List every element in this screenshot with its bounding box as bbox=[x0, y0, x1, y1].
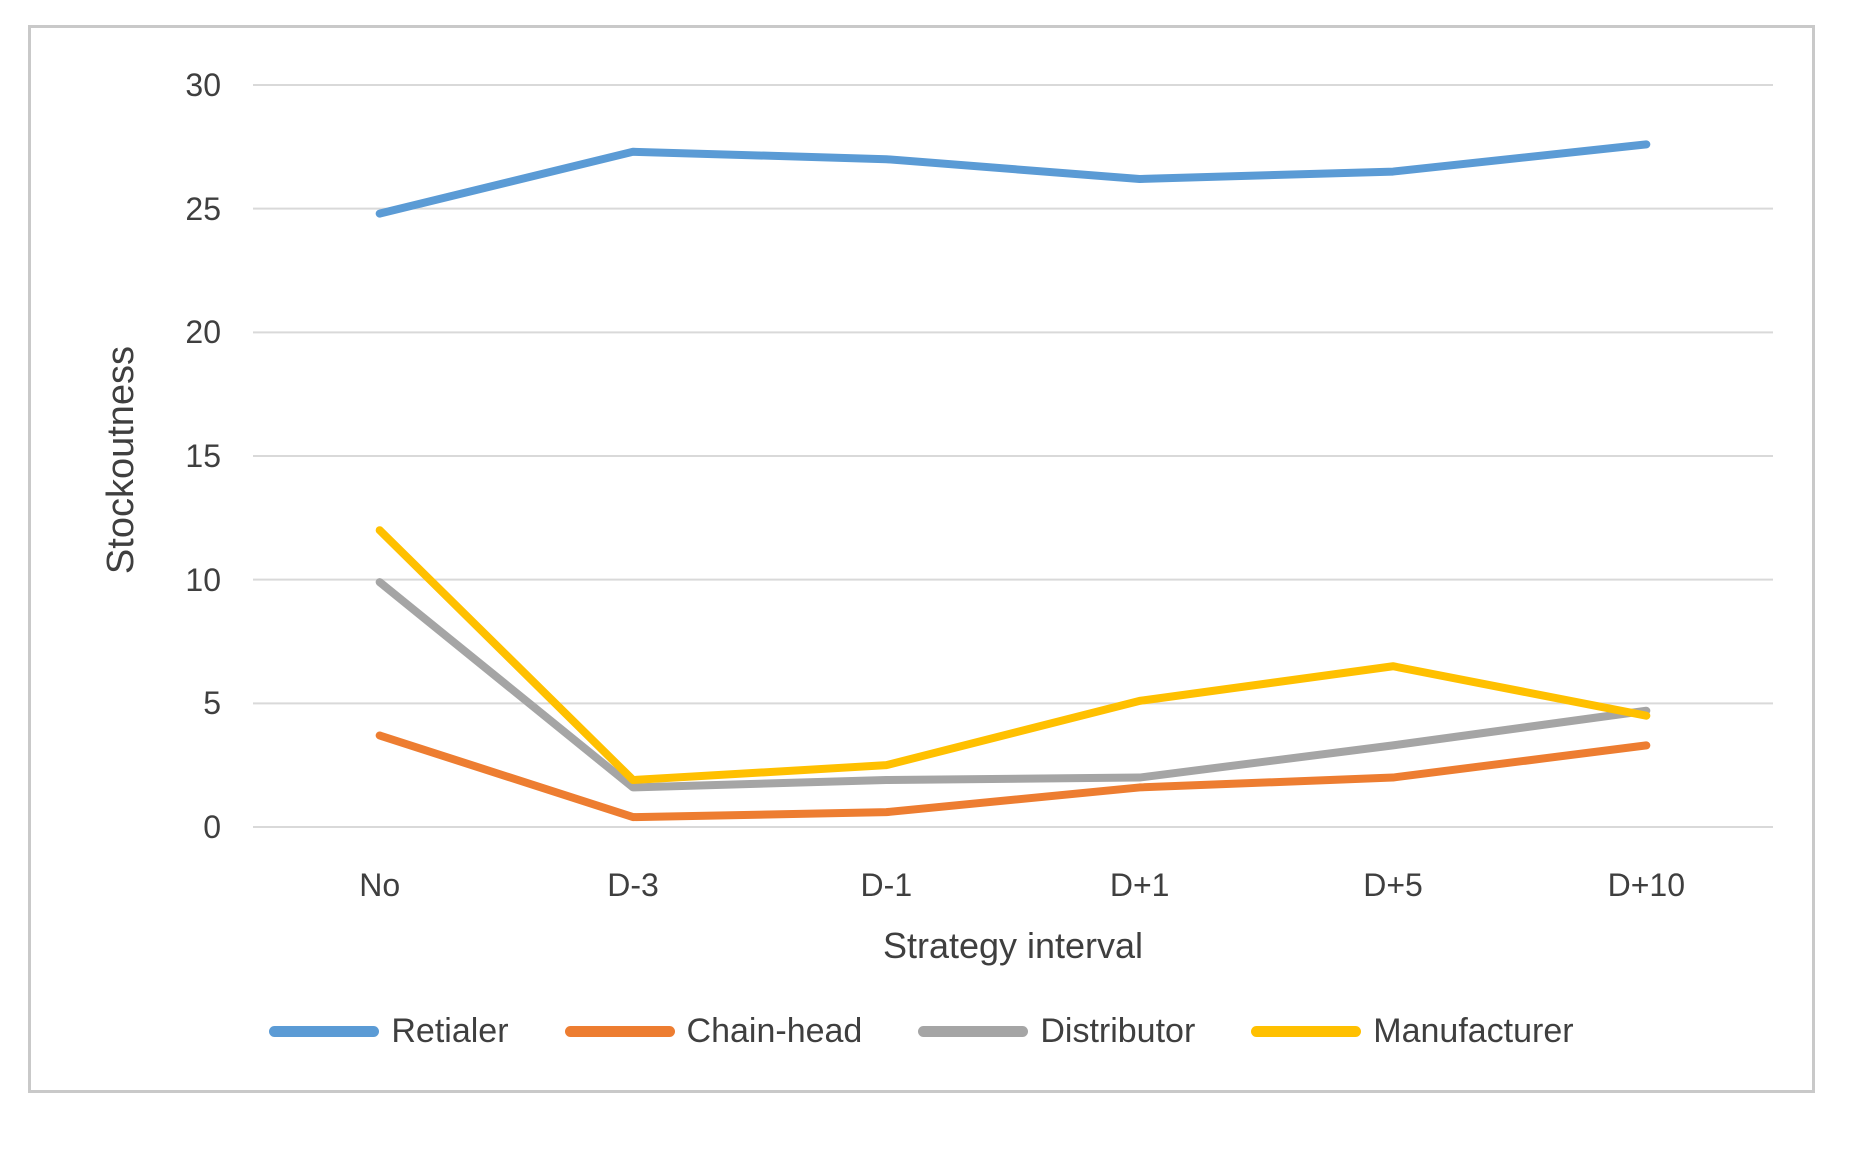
legend-label: Distributor bbox=[1040, 1011, 1196, 1050]
x-category-label: D+5 bbox=[1363, 867, 1423, 903]
x-category-label: D-1 bbox=[860, 867, 913, 903]
series-line-chain-head bbox=[375, 731, 1651, 822]
y-tick-label: 5 bbox=[203, 685, 221, 722]
legend-item-retialer: Retialer bbox=[269, 1011, 509, 1051]
legend-label: Retialer bbox=[391, 1011, 509, 1050]
series-line-retialer bbox=[375, 140, 1651, 218]
y-tick-label: 15 bbox=[185, 438, 221, 474]
y-tick-label: 30 bbox=[185, 67, 221, 103]
y-tick-label: 0 bbox=[203, 809, 221, 845]
legend-item-distributor: Distributor bbox=[918, 1012, 1195, 1051]
series-line-manufacturer bbox=[375, 526, 1651, 785]
x-axis-title: Strategy interval bbox=[882, 925, 1144, 966]
legend-item-chain-head: Chain-head bbox=[564, 1011, 863, 1051]
legend-swatch bbox=[1251, 1025, 1362, 1037]
y-tick-label: 20 bbox=[185, 314, 221, 351]
legend-item-manufacturer: Manufacturer bbox=[1251, 1011, 1574, 1051]
x-category-label: D-3 bbox=[607, 867, 659, 903]
legend-swatch bbox=[269, 1025, 380, 1037]
series-line-distributor bbox=[375, 578, 1651, 792]
legend-label: Chain-head bbox=[686, 1011, 863, 1050]
x-category-label: D+10 bbox=[1607, 867, 1686, 903]
chart-frame: Stockoutness 0 5 10 15 20 25 30 No D-3 D-1 D+1 D+5… bbox=[28, 25, 1815, 1093]
x-category-label: No bbox=[359, 867, 401, 903]
y-tick-label: 25 bbox=[185, 190, 221, 227]
legend-swatch bbox=[564, 1025, 675, 1037]
legend-swatch bbox=[918, 1025, 1029, 1037]
legend: Retialer Chain-head Distributor Manufacture… bbox=[31, 1006, 1812, 1056]
legend-label: Manufacturer bbox=[1373, 1011, 1574, 1050]
plot-area bbox=[253, 84, 1773, 828]
y-tick-label: 10 bbox=[185, 561, 221, 598]
x-category-label: D+1 bbox=[1109, 867, 1170, 903]
